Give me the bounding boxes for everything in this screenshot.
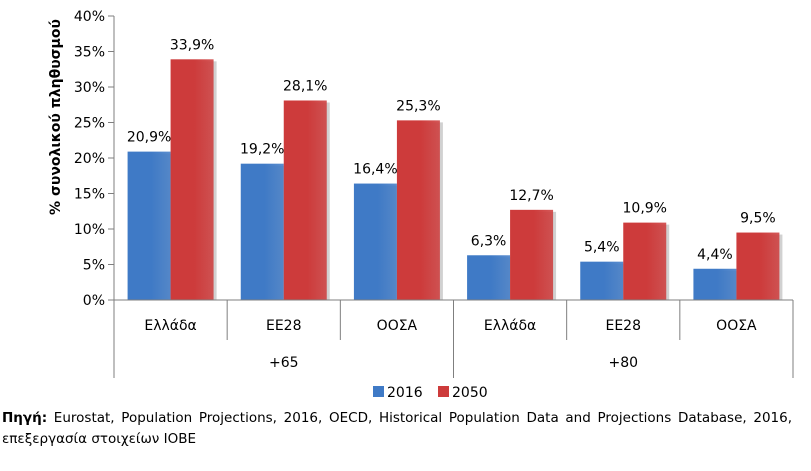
bar-2050-2 xyxy=(396,120,440,301)
data-label-2050: 10,9% xyxy=(623,201,667,217)
x-tick-label: ΕΕ28 xyxy=(266,318,302,334)
data-labels: 20,9% 33,9% 19,2% 28,1% 16,4% 25,3% 6,3% 12,7% 5… xyxy=(127,37,776,262)
y-axis-label: % συνολικού πληθυσμού xyxy=(48,19,64,215)
y-axis: 0% 5% 10% 15% 20% 25% 30% 35% 40% xyxy=(74,9,114,309)
group-label: +65 xyxy=(269,355,299,371)
y-tick-label: 40% xyxy=(74,9,105,25)
legend-label-2050: 2050 xyxy=(452,385,488,401)
y-tick-label: 5% xyxy=(83,258,105,274)
data-label-2016: 16,4% xyxy=(353,162,397,178)
bar-2016-4 xyxy=(580,261,624,300)
x-tick-label: Ελλάδα xyxy=(484,318,536,334)
axes xyxy=(113,16,794,378)
bar-2016-3 xyxy=(467,255,511,300)
bars xyxy=(127,59,783,301)
data-label-2016: 4,4% xyxy=(697,247,733,263)
bar-2050-3 xyxy=(510,209,554,300)
data-label-2016: 5,4% xyxy=(584,240,620,256)
data-label-2050: 25,3% xyxy=(396,98,440,114)
y-tick-label: 10% xyxy=(74,222,105,238)
x-tick-label: Ελλάδα xyxy=(144,318,196,334)
data-label-2050: 9,5% xyxy=(740,211,776,227)
x-tick-label: ΕΕ28 xyxy=(605,318,641,334)
legend: 2016 2050 xyxy=(373,385,488,401)
data-label-2050: 33,9% xyxy=(170,37,214,53)
y-tick-label: 0% xyxy=(83,293,105,309)
group-label: +80 xyxy=(608,355,638,371)
source-note: Πηγή: Eurostat, Population Projections, … xyxy=(2,408,792,450)
bar-2050-5 xyxy=(736,232,780,300)
legend-swatch-2050 xyxy=(438,386,449,397)
x-tick-label: ΟΟΣΑ xyxy=(377,318,418,334)
bar-2016-5 xyxy=(693,268,737,300)
y-tick-label: 35% xyxy=(74,45,105,61)
x-axis: Ελλάδα ΕΕ28 ΟΟΣΑ Ελλάδα ΕΕ28 ΟΟΣΑ +65 +80 xyxy=(144,318,757,371)
data-label-2016: 20,9% xyxy=(127,130,171,146)
data-label-2016: 19,2% xyxy=(240,142,284,158)
source-text: Eurostat, Population Projections, 2016, … xyxy=(2,410,792,447)
bar-2050-4 xyxy=(623,222,667,300)
source-lead: Πηγή: xyxy=(2,410,48,426)
legend-swatch-2016 xyxy=(373,386,384,397)
y-tick-label: 25% xyxy=(74,116,105,132)
y-tick-label: 15% xyxy=(74,187,105,203)
data-label-2016: 6,3% xyxy=(471,233,507,249)
bar-2050-1 xyxy=(283,100,327,301)
legend-label-2016: 2016 xyxy=(387,385,423,401)
bar-2016-1 xyxy=(240,163,284,300)
y-tick-label: 20% xyxy=(74,151,105,167)
data-label-2050: 28,1% xyxy=(283,78,327,94)
bar-2050-0 xyxy=(170,59,214,301)
bar-2016-0 xyxy=(127,151,171,300)
bar-2016-2 xyxy=(353,183,397,300)
x-tick-label: ΟΟΣΑ xyxy=(716,318,757,334)
y-tick-label: 30% xyxy=(74,80,105,96)
bar-chart: % συνολικού πληθυσμού 0% 5% 10% 15% 20% 25% 30… xyxy=(48,9,794,401)
data-label-2050: 12,7% xyxy=(509,188,553,204)
